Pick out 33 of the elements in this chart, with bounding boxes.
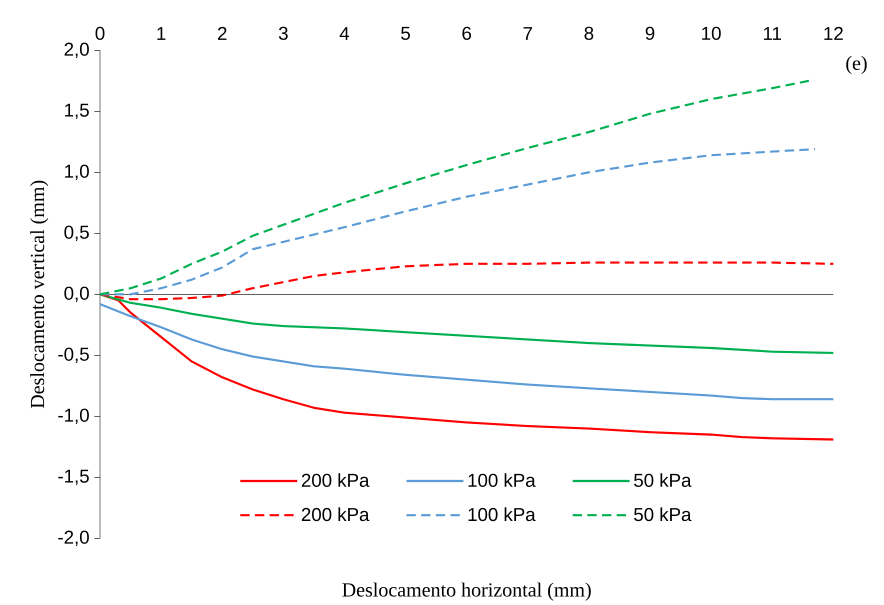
- y-axis-title: Deslocamento vertical (mm): [30, 180, 48, 408]
- x-tick-label: 4: [340, 27, 350, 40]
- x-tick-label: 1: [157, 27, 166, 40]
- y-tick-label: 1,0: [65, 164, 89, 180]
- legend-label: 200 kPa: [302, 473, 370, 487]
- x-tick-label: 0: [96, 26, 104, 40]
- legend-label: 200 kPa: [302, 507, 370, 522]
- text: (e): [846, 56, 867, 74]
- x-tick-label: 11: [764, 27, 782, 40]
- x-tick-label: 8: [584, 26, 594, 40]
- y-tick-label: 0,5: [64, 226, 89, 242]
- x-tick-label: 2: [218, 26, 226, 40]
- y-tick-label: -2,0: [58, 530, 89, 546]
- y-tick-label: 0,0: [64, 286, 89, 302]
- x-tick-label: 3: [278, 26, 288, 40]
- x-tick-label: 9: [646, 26, 654, 40]
- x-tick-label: 7: [524, 27, 532, 40]
- x-axis-title: Deslocamento horizontal (mm): [342, 582, 591, 601]
- x-tick-label: 6: [462, 26, 472, 40]
- legend-label: 100 kPa: [468, 473, 536, 487]
- x-tick-label: 12: [824, 26, 843, 40]
- y-tick-label: 2,0: [64, 42, 89, 58]
- legend-label: 50 kPa: [634, 473, 692, 487]
- line-series: [98, 303, 834, 400]
- y-tick-label: -0,5: [58, 348, 89, 364]
- x-tick-label: 5: [401, 26, 410, 40]
- x-tick-label: 10: [702, 26, 721, 40]
- y-tick-label: -1,0: [58, 408, 89, 424]
- y-tick-label: -1,5: [58, 470, 89, 485]
- y-tick-label: 1,5: [65, 104, 89, 119]
- legend-label: 50 kPa: [634, 507, 692, 522]
- legend-label: 100 kPa: [468, 507, 536, 522]
- line-series: [98, 148, 816, 296]
